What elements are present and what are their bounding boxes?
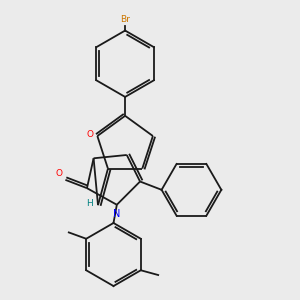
Text: O: O (86, 130, 93, 139)
Text: O: O (56, 169, 63, 178)
Text: Br: Br (120, 15, 130, 24)
Text: N: N (113, 209, 121, 219)
Text: H: H (86, 199, 93, 208)
